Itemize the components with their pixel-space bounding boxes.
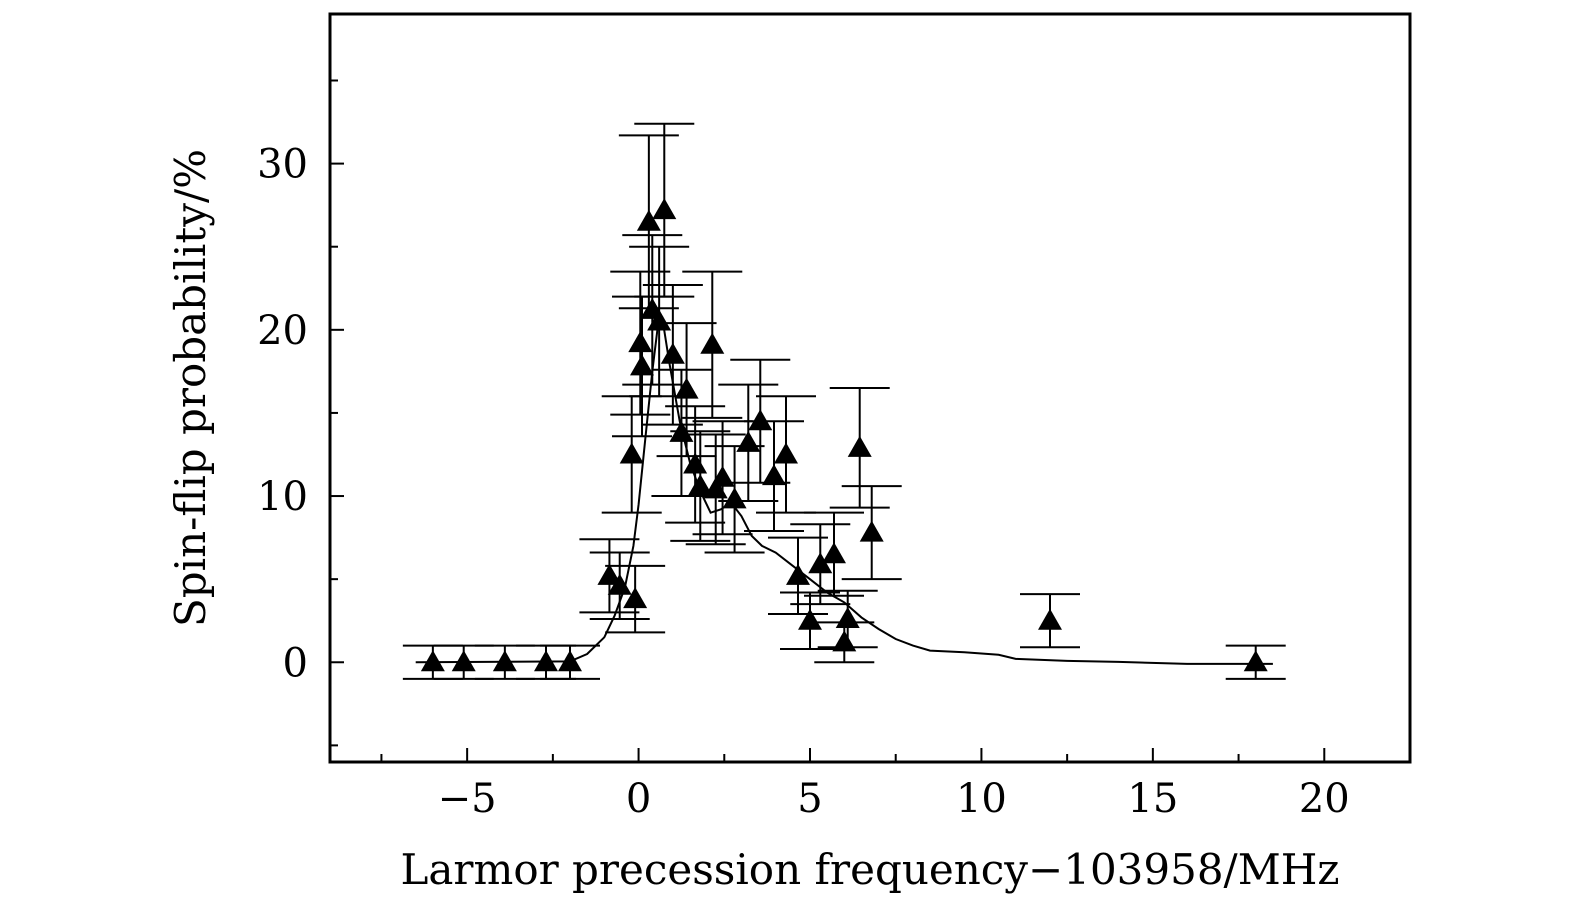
triangle-marker bbox=[748, 409, 773, 431]
data-point bbox=[605, 564, 666, 634]
data-point bbox=[540, 644, 600, 680]
data-point bbox=[692, 420, 753, 536]
y-axis-title: Spin-flip probability/% bbox=[166, 149, 215, 627]
triangle-marker bbox=[652, 198, 677, 220]
data-point bbox=[642, 283, 703, 426]
triangle-marker bbox=[859, 520, 884, 542]
y-tick-label: 10 bbox=[257, 474, 308, 520]
data-point bbox=[589, 551, 650, 621]
data-point bbox=[814, 621, 875, 664]
fit-curve bbox=[415, 316, 1273, 665]
data-point bbox=[1225, 644, 1286, 680]
triangle-marker bbox=[722, 487, 747, 509]
fit-curve-group bbox=[415, 316, 1273, 665]
triangle-marker bbox=[597, 563, 622, 585]
triangle-marker bbox=[451, 650, 476, 672]
triangle-marker bbox=[534, 650, 558, 672]
data-points bbox=[402, 122, 1286, 680]
data-point bbox=[780, 591, 840, 650]
data-point bbox=[634, 122, 695, 298]
triangle-marker bbox=[558, 650, 582, 672]
data-point bbox=[1020, 593, 1080, 649]
data-point bbox=[704, 445, 765, 554]
data-point bbox=[841, 485, 902, 581]
data-point bbox=[790, 523, 851, 606]
triangle-marker bbox=[619, 442, 644, 464]
triangle-marker bbox=[710, 465, 735, 487]
triangle-marker bbox=[832, 630, 857, 652]
triangle-marker bbox=[762, 464, 786, 486]
data-point bbox=[804, 511, 864, 597]
data-point bbox=[670, 430, 731, 542]
y-tick-labels: 0 10 20 30 bbox=[257, 142, 308, 687]
triangle-marker bbox=[808, 552, 833, 574]
data-point bbox=[610, 270, 671, 416]
data-point bbox=[682, 270, 743, 419]
triangle-marker bbox=[660, 342, 685, 364]
data-point bbox=[579, 538, 640, 614]
plot-frame bbox=[328, 12, 1412, 764]
y-tick-label: 0 bbox=[283, 640, 308, 686]
x-tick-label: 15 bbox=[1127, 776, 1178, 822]
data-point bbox=[629, 245, 690, 398]
triangle-marker bbox=[798, 608, 822, 630]
triangle-marker bbox=[628, 331, 653, 353]
x-tick-label: −5 bbox=[438, 776, 497, 822]
x-tick-label: 0 bbox=[626, 776, 651, 822]
x-axis-title: Larmor precession frequency−103958/MHz bbox=[401, 845, 1340, 894]
y-tick-label: 30 bbox=[257, 142, 308, 188]
data-point bbox=[718, 383, 779, 503]
axis-ticks bbox=[330, 79, 1326, 762]
data-point bbox=[618, 134, 679, 310]
triangle-marker bbox=[822, 542, 846, 564]
triangle-marker bbox=[786, 563, 810, 585]
x-tick-labels: −5 0 5 10 15 20 bbox=[438, 776, 1350, 822]
data-point bbox=[829, 387, 890, 509]
x-tick-label: 5 bbox=[797, 776, 822, 822]
triangle-marker bbox=[736, 430, 761, 452]
triangle-marker bbox=[647, 309, 672, 331]
x-tick-label: 10 bbox=[956, 776, 1007, 822]
triangle-marker bbox=[607, 573, 632, 595]
triangle-marker bbox=[688, 474, 713, 496]
triangle-marker bbox=[636, 209, 661, 231]
y-tick-label: 20 bbox=[257, 308, 308, 354]
triangle-marker bbox=[774, 442, 798, 464]
x-tick-label: 20 bbox=[1299, 776, 1350, 822]
triangle-marker bbox=[420, 650, 445, 672]
triangle-marker bbox=[700, 332, 725, 354]
triangle-marker bbox=[623, 587, 648, 609]
data-point bbox=[768, 536, 828, 616]
triangle-marker bbox=[835, 607, 860, 629]
data-point bbox=[744, 420, 804, 532]
triangle-marker bbox=[492, 650, 517, 672]
triangle-marker bbox=[1038, 608, 1062, 630]
data-point bbox=[817, 589, 878, 649]
triangle-marker bbox=[674, 377, 699, 399]
triangle-marker bbox=[1243, 650, 1268, 672]
triangle-marker bbox=[847, 435, 872, 457]
data-point bbox=[756, 395, 816, 514]
triangle-marker bbox=[630, 354, 654, 376]
